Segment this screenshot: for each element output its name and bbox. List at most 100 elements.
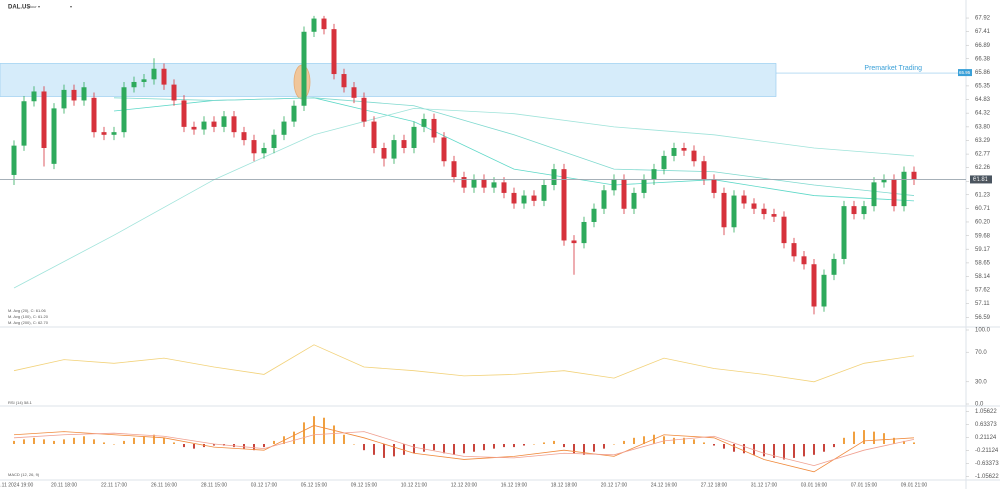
candle-body bbox=[631, 192, 637, 209]
y-tick-label: 60.20 bbox=[975, 220, 991, 226]
candle-body bbox=[271, 134, 277, 149]
dropdown-icon[interactable]: ▾ bbox=[70, 4, 72, 9]
legend-entry: M. Avg (200), C: 62.70 bbox=[8, 320, 49, 325]
candle-body bbox=[331, 29, 337, 75]
y-tick-label: 57.62 bbox=[975, 288, 991, 294]
candle-body bbox=[161, 68, 167, 85]
histogram-bar bbox=[33, 437, 35, 444]
candle-body bbox=[31, 91, 37, 102]
histogram-bar bbox=[263, 444, 265, 448]
histogram-bar bbox=[913, 442, 915, 444]
histogram-bar bbox=[463, 444, 465, 454]
candle-body bbox=[651, 169, 657, 180]
x-tick-label: 10.12 21:00 bbox=[401, 482, 428, 488]
histogram-bar bbox=[723, 444, 725, 449]
histogram-bar bbox=[423, 444, 425, 452]
histogram-bar bbox=[483, 444, 485, 451]
candle-body bbox=[911, 171, 917, 180]
annotation: Premarket Trading bbox=[864, 65, 922, 72]
x-tick-label: 27.12 18:00 bbox=[701, 482, 728, 488]
x-tick-label: 03.12 17:00 bbox=[251, 482, 278, 488]
histogram-bar bbox=[173, 442, 175, 444]
candle-body bbox=[621, 179, 627, 209]
y-tick-label: 56.59 bbox=[975, 315, 991, 321]
histogram-bar bbox=[243, 444, 245, 449]
series-line bbox=[13, 344, 915, 383]
y-tick-label: 59.68 bbox=[975, 233, 991, 239]
y-tick-label: 70.0 bbox=[975, 350, 987, 356]
dropdown-icon[interactable]: ▾ bbox=[38, 4, 40, 9]
y-tick-label: 67.41 bbox=[975, 29, 991, 35]
histogram-bar bbox=[713, 444, 715, 446]
histogram-bar bbox=[303, 422, 305, 444]
candle-body bbox=[371, 121, 377, 149]
y-tick-label: 100.0 bbox=[975, 328, 991, 334]
histogram-bar bbox=[73, 437, 75, 444]
histogram-bar bbox=[573, 444, 575, 454]
histogram-bar bbox=[433, 444, 435, 451]
histogram-bar bbox=[693, 439, 695, 444]
histogram-bar bbox=[583, 444, 585, 455]
candle-body bbox=[681, 148, 687, 151]
y-tick-label: 62.26 bbox=[975, 165, 991, 171]
series-line bbox=[13, 431, 915, 467]
histogram-bar bbox=[733, 444, 735, 452]
histogram-bar bbox=[123, 440, 125, 444]
histogram-bar bbox=[673, 437, 675, 444]
histogram-bar bbox=[793, 444, 795, 458]
series-line bbox=[113, 97, 915, 196]
candle-body bbox=[131, 81, 137, 88]
candle-body bbox=[731, 195, 737, 228]
candle-body bbox=[531, 195, 537, 201]
histogram-bar bbox=[273, 440, 275, 444]
x-tick-label: 20.11 18:00 bbox=[51, 482, 77, 488]
x-tick-label: 12.12 20:00 bbox=[451, 482, 478, 488]
y-tick-label: 66.38 bbox=[975, 56, 991, 62]
histogram-bar bbox=[623, 440, 625, 444]
histogram-bar bbox=[683, 437, 685, 444]
last-price-label: 61.81 bbox=[973, 177, 989, 183]
histogram-bar bbox=[563, 444, 565, 448]
candle-body bbox=[141, 79, 147, 82]
histogram-bar bbox=[43, 439, 45, 444]
histogram-bar bbox=[843, 437, 845, 444]
candle-body bbox=[101, 132, 107, 135]
histogram-bar bbox=[893, 437, 895, 444]
candle-body bbox=[741, 195, 747, 204]
histogram-bar bbox=[803, 444, 805, 457]
histogram-bar bbox=[63, 439, 65, 444]
y-tick-label: 65.35 bbox=[975, 84, 991, 90]
histogram-bar bbox=[773, 444, 775, 458]
histogram-bar bbox=[763, 444, 765, 457]
histogram-bar bbox=[443, 444, 445, 454]
candle-body bbox=[241, 132, 247, 141]
histogram-bar bbox=[93, 439, 95, 444]
x-tick-label: 19.11 2024 19:00 bbox=[0, 482, 33, 488]
candle-body bbox=[91, 97, 97, 133]
premarket-region bbox=[0, 63, 777, 97]
histogram-bar bbox=[833, 444, 835, 448]
histogram-bar bbox=[753, 444, 755, 455]
histogram-bar bbox=[293, 431, 295, 444]
histogram-bar bbox=[613, 444, 615, 445]
histogram-bar bbox=[503, 444, 505, 448]
histogram-bar bbox=[353, 444, 355, 445]
series-line bbox=[13, 107, 915, 289]
y-tick-label: 59.17 bbox=[975, 247, 991, 253]
y-tick-label: 64.83 bbox=[975, 97, 991, 103]
histogram-bar bbox=[23, 439, 25, 444]
histogram-bar bbox=[343, 434, 345, 444]
candle-body bbox=[701, 161, 707, 180]
y-tick-label: -1.05622 bbox=[975, 474, 999, 480]
candle-body bbox=[201, 121, 207, 130]
candle-body bbox=[431, 118, 437, 138]
price-box bbox=[958, 69, 972, 77]
candle-body bbox=[601, 190, 607, 209]
candle-body bbox=[511, 192, 517, 204]
y-tick-label: 61.74 bbox=[975, 179, 991, 185]
x-tick-label: 03.01 16:00 bbox=[801, 482, 828, 488]
timeframe[interactable]: Hour bbox=[28, 4, 37, 9]
candle-body bbox=[641, 179, 647, 193]
candle-body bbox=[281, 121, 287, 135]
